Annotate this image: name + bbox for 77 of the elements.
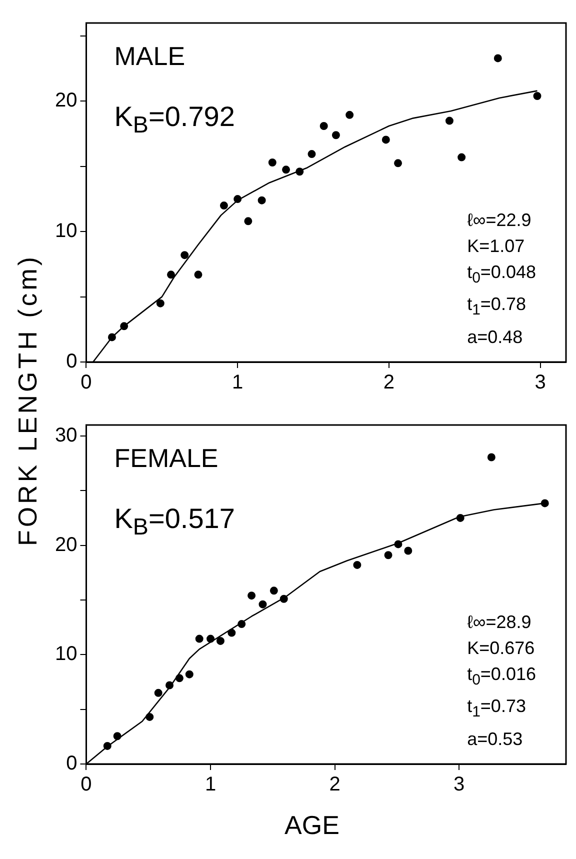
- point: [185, 670, 194, 678]
- x-axis-title: AGE: [284, 810, 340, 841]
- annotation: K=0.676: [467, 636, 536, 660]
- point: [280, 594, 288, 603]
- annotation: t$_{1}$=0.73: [467, 695, 527, 723]
- point: [195, 634, 204, 643]
- annotation: ℓ∞=28.9: [467, 610, 532, 634]
- point: [320, 122, 328, 130]
- point: [458, 153, 466, 162]
- point: [445, 116, 454, 125]
- point: [268, 158, 276, 167]
- point: [180, 251, 189, 260]
- annotation: a=0.48: [467, 326, 524, 349]
- annotation: MALE: [114, 41, 186, 72]
- point: [258, 600, 267, 608]
- point: [382, 136, 390, 144]
- x-tick-label: 0: [80, 774, 92, 796]
- y-tick-label: 10: [54, 643, 78, 666]
- point: [384, 551, 392, 560]
- x-tick-label: 0: [80, 372, 92, 394]
- point: [228, 628, 236, 637]
- annotation: K=1.07: [467, 234, 526, 258]
- annotation: FEMALE: [114, 443, 218, 474]
- annotation: t$_{1}$=0.78: [467, 293, 527, 321]
- point: [540, 499, 549, 508]
- annotation: t$_{0}$=0.016: [467, 662, 536, 690]
- point: [167, 270, 175, 279]
- point: [394, 540, 402, 548]
- point: [194, 270, 202, 279]
- point: [238, 620, 246, 628]
- point: [146, 712, 154, 721]
- point: [248, 592, 256, 600]
- point: [154, 688, 162, 697]
- point: [120, 322, 128, 330]
- point: [308, 150, 316, 158]
- y-tick-label: 0: [66, 350, 78, 373]
- x-tick-label: 3: [454, 774, 465, 796]
- x-tick-label: 1: [232, 372, 244, 394]
- point: [258, 196, 266, 204]
- annotation: t$_{0}$=0.048: [467, 260, 536, 288]
- point: [346, 110, 354, 119]
- x-tick-label: 2: [329, 774, 340, 796]
- point: [103, 742, 112, 750]
- point: [108, 333, 116, 342]
- point: [113, 732, 122, 740]
- point: [533, 92, 542, 100]
- point: [332, 131, 340, 140]
- y-tick-label: 0: [66, 752, 78, 775]
- point: [234, 195, 242, 204]
- point: [216, 636, 224, 645]
- point: [244, 217, 252, 226]
- point: [487, 453, 496, 462]
- point: [353, 560, 362, 569]
- y-tick-label: 20: [54, 90, 78, 112]
- point: [156, 299, 164, 308]
- annotation: a=0.53: [467, 728, 524, 751]
- point: [220, 202, 228, 210]
- y-tick-label: 20: [54, 534, 78, 556]
- point: [394, 159, 402, 168]
- annotation: K$_{B}$=0.517: [114, 503, 235, 541]
- annotation: ℓ∞=22.9: [467, 208, 532, 232]
- point: [270, 586, 278, 595]
- point: [206, 634, 215, 643]
- point: [282, 166, 290, 174]
- point: [404, 546, 412, 555]
- point: [296, 168, 304, 176]
- point: [456, 514, 464, 522]
- y-axis-title: FORK LENGTH (cm): [12, 254, 44, 546]
- y-tick-label: 30: [54, 424, 78, 446]
- y-tick-label: 10: [54, 220, 78, 242]
- x-tick-label: 1: [204, 774, 216, 796]
- annotation: K$_{B}$=0.792: [114, 101, 235, 139]
- x-tick-label: 2: [383, 372, 394, 394]
- point: [494, 54, 502, 62]
- x-tick-label: 3: [534, 372, 546, 394]
- point: [175, 674, 184, 682]
- point: [166, 681, 174, 690]
